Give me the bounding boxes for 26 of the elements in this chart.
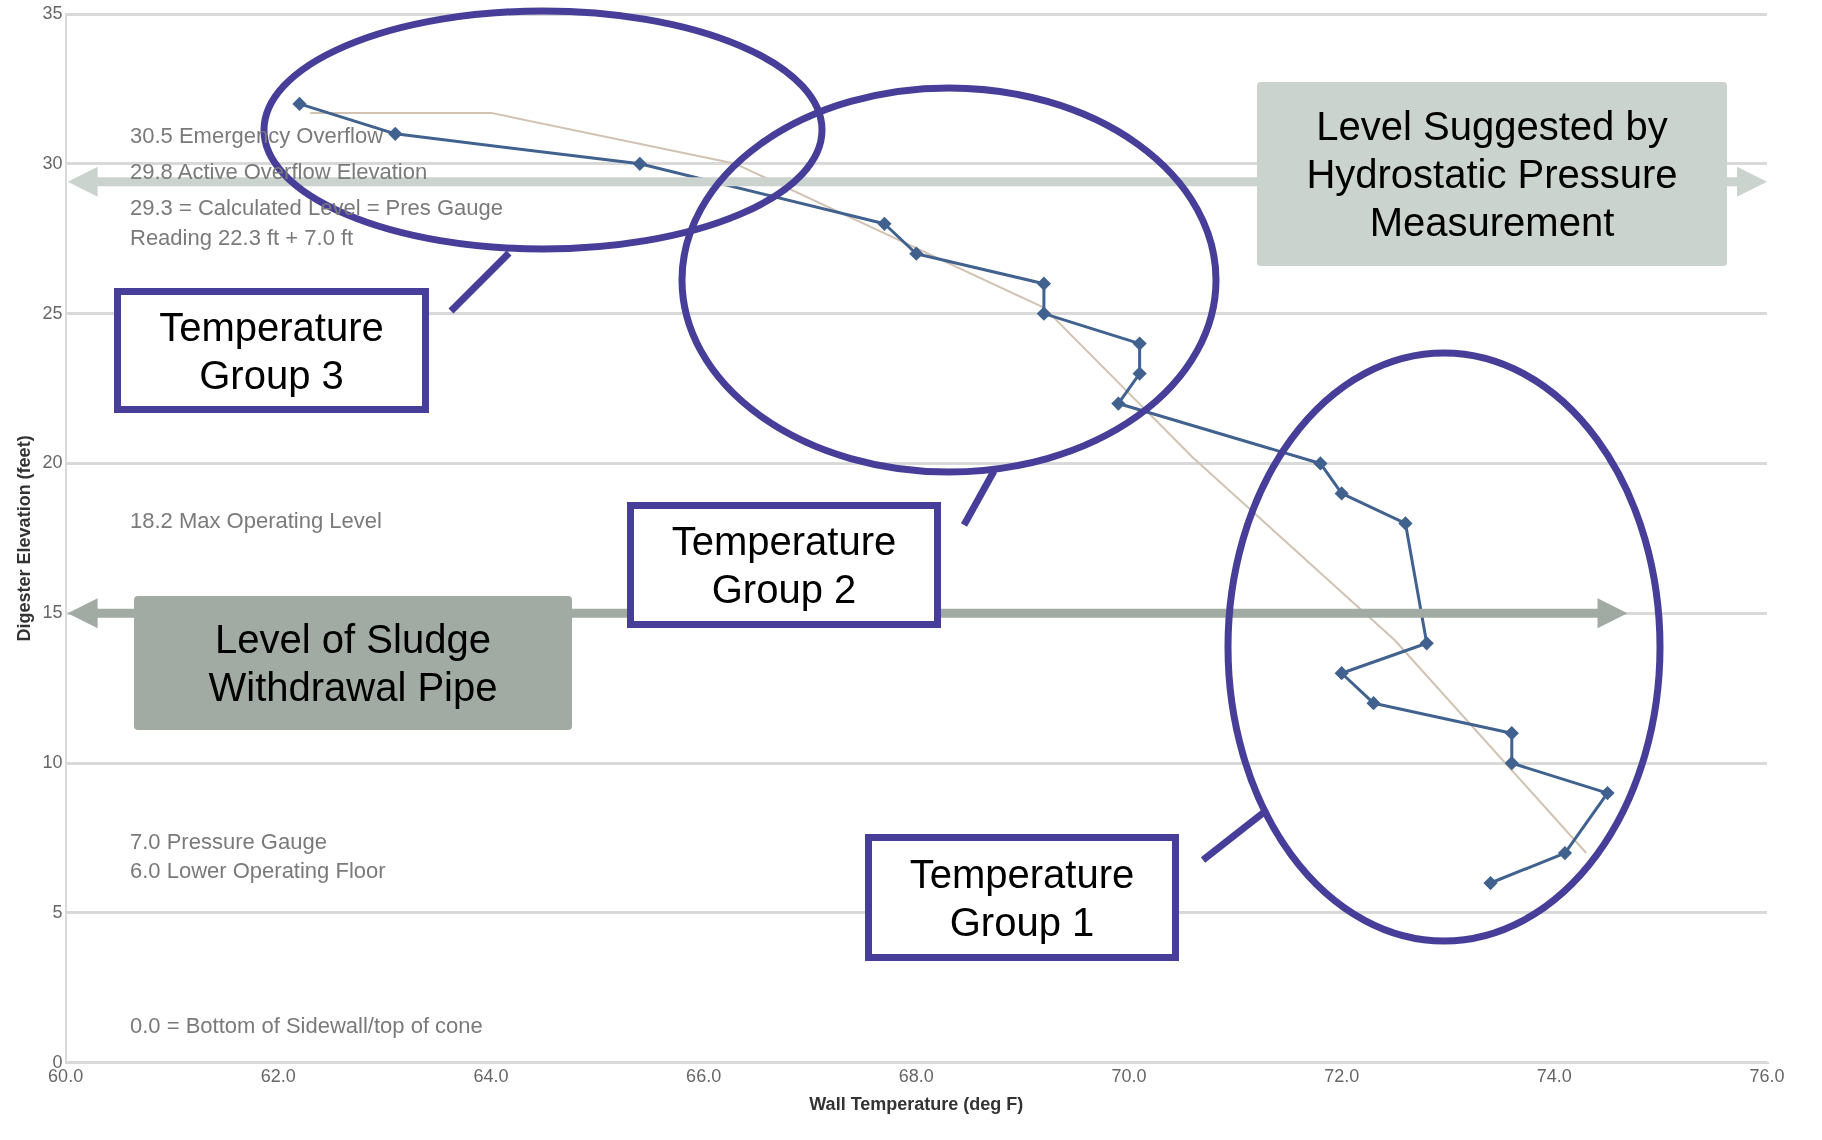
x-tick-label: 62.0 — [260, 1065, 296, 1086]
annotation: 7.0 Pressure Gauge — [130, 828, 327, 856]
y-tick-label: 20 — [42, 452, 63, 473]
y-tick-label: 15 — [42, 602, 63, 623]
x-tick-label: 66.0 — [686, 1065, 722, 1086]
x-tick-label: 74.0 — [1536, 1065, 1572, 1086]
label-box: Temperature Group 3 — [114, 288, 429, 413]
x-tick-label: 68.0 — [898, 1065, 934, 1086]
annotation: 18.2 Max Operating Level — [130, 507, 382, 535]
x-axis-title: Wall Temperature (deg F) — [809, 1094, 1024, 1115]
annotation: 0.0 = Bottom of Sidewall/top of cone — [130, 1012, 483, 1040]
y-tick-label: 25 — [42, 302, 63, 323]
y-tick-label: 5 — [52, 901, 63, 922]
label-box: Temperature Group 2 — [627, 502, 941, 628]
y-tick-label: 35 — [42, 2, 63, 23]
label-box: Temperature Group 1 — [865, 834, 1179, 961]
y-axis-title: Digester Elevation (feet) — [13, 435, 34, 642]
label-box: Level of Sludge Withdrawal Pipe — [134, 596, 572, 731]
x-tick-label: 70.0 — [1111, 1065, 1147, 1086]
label-box: Level Suggested by Hydrostatic Pressure Measurement — [1257, 81, 1727, 266]
annotation: 6.0 Lower Operating Floor — [130, 857, 386, 885]
y-tick-label: 30 — [42, 152, 63, 173]
x-tick-label: 64.0 — [473, 1065, 509, 1086]
x-tick-label: 72.0 — [1324, 1065, 1360, 1086]
y-tick-label: 10 — [42, 752, 63, 773]
x-tick-label: 76.0 — [1749, 1065, 1785, 1086]
